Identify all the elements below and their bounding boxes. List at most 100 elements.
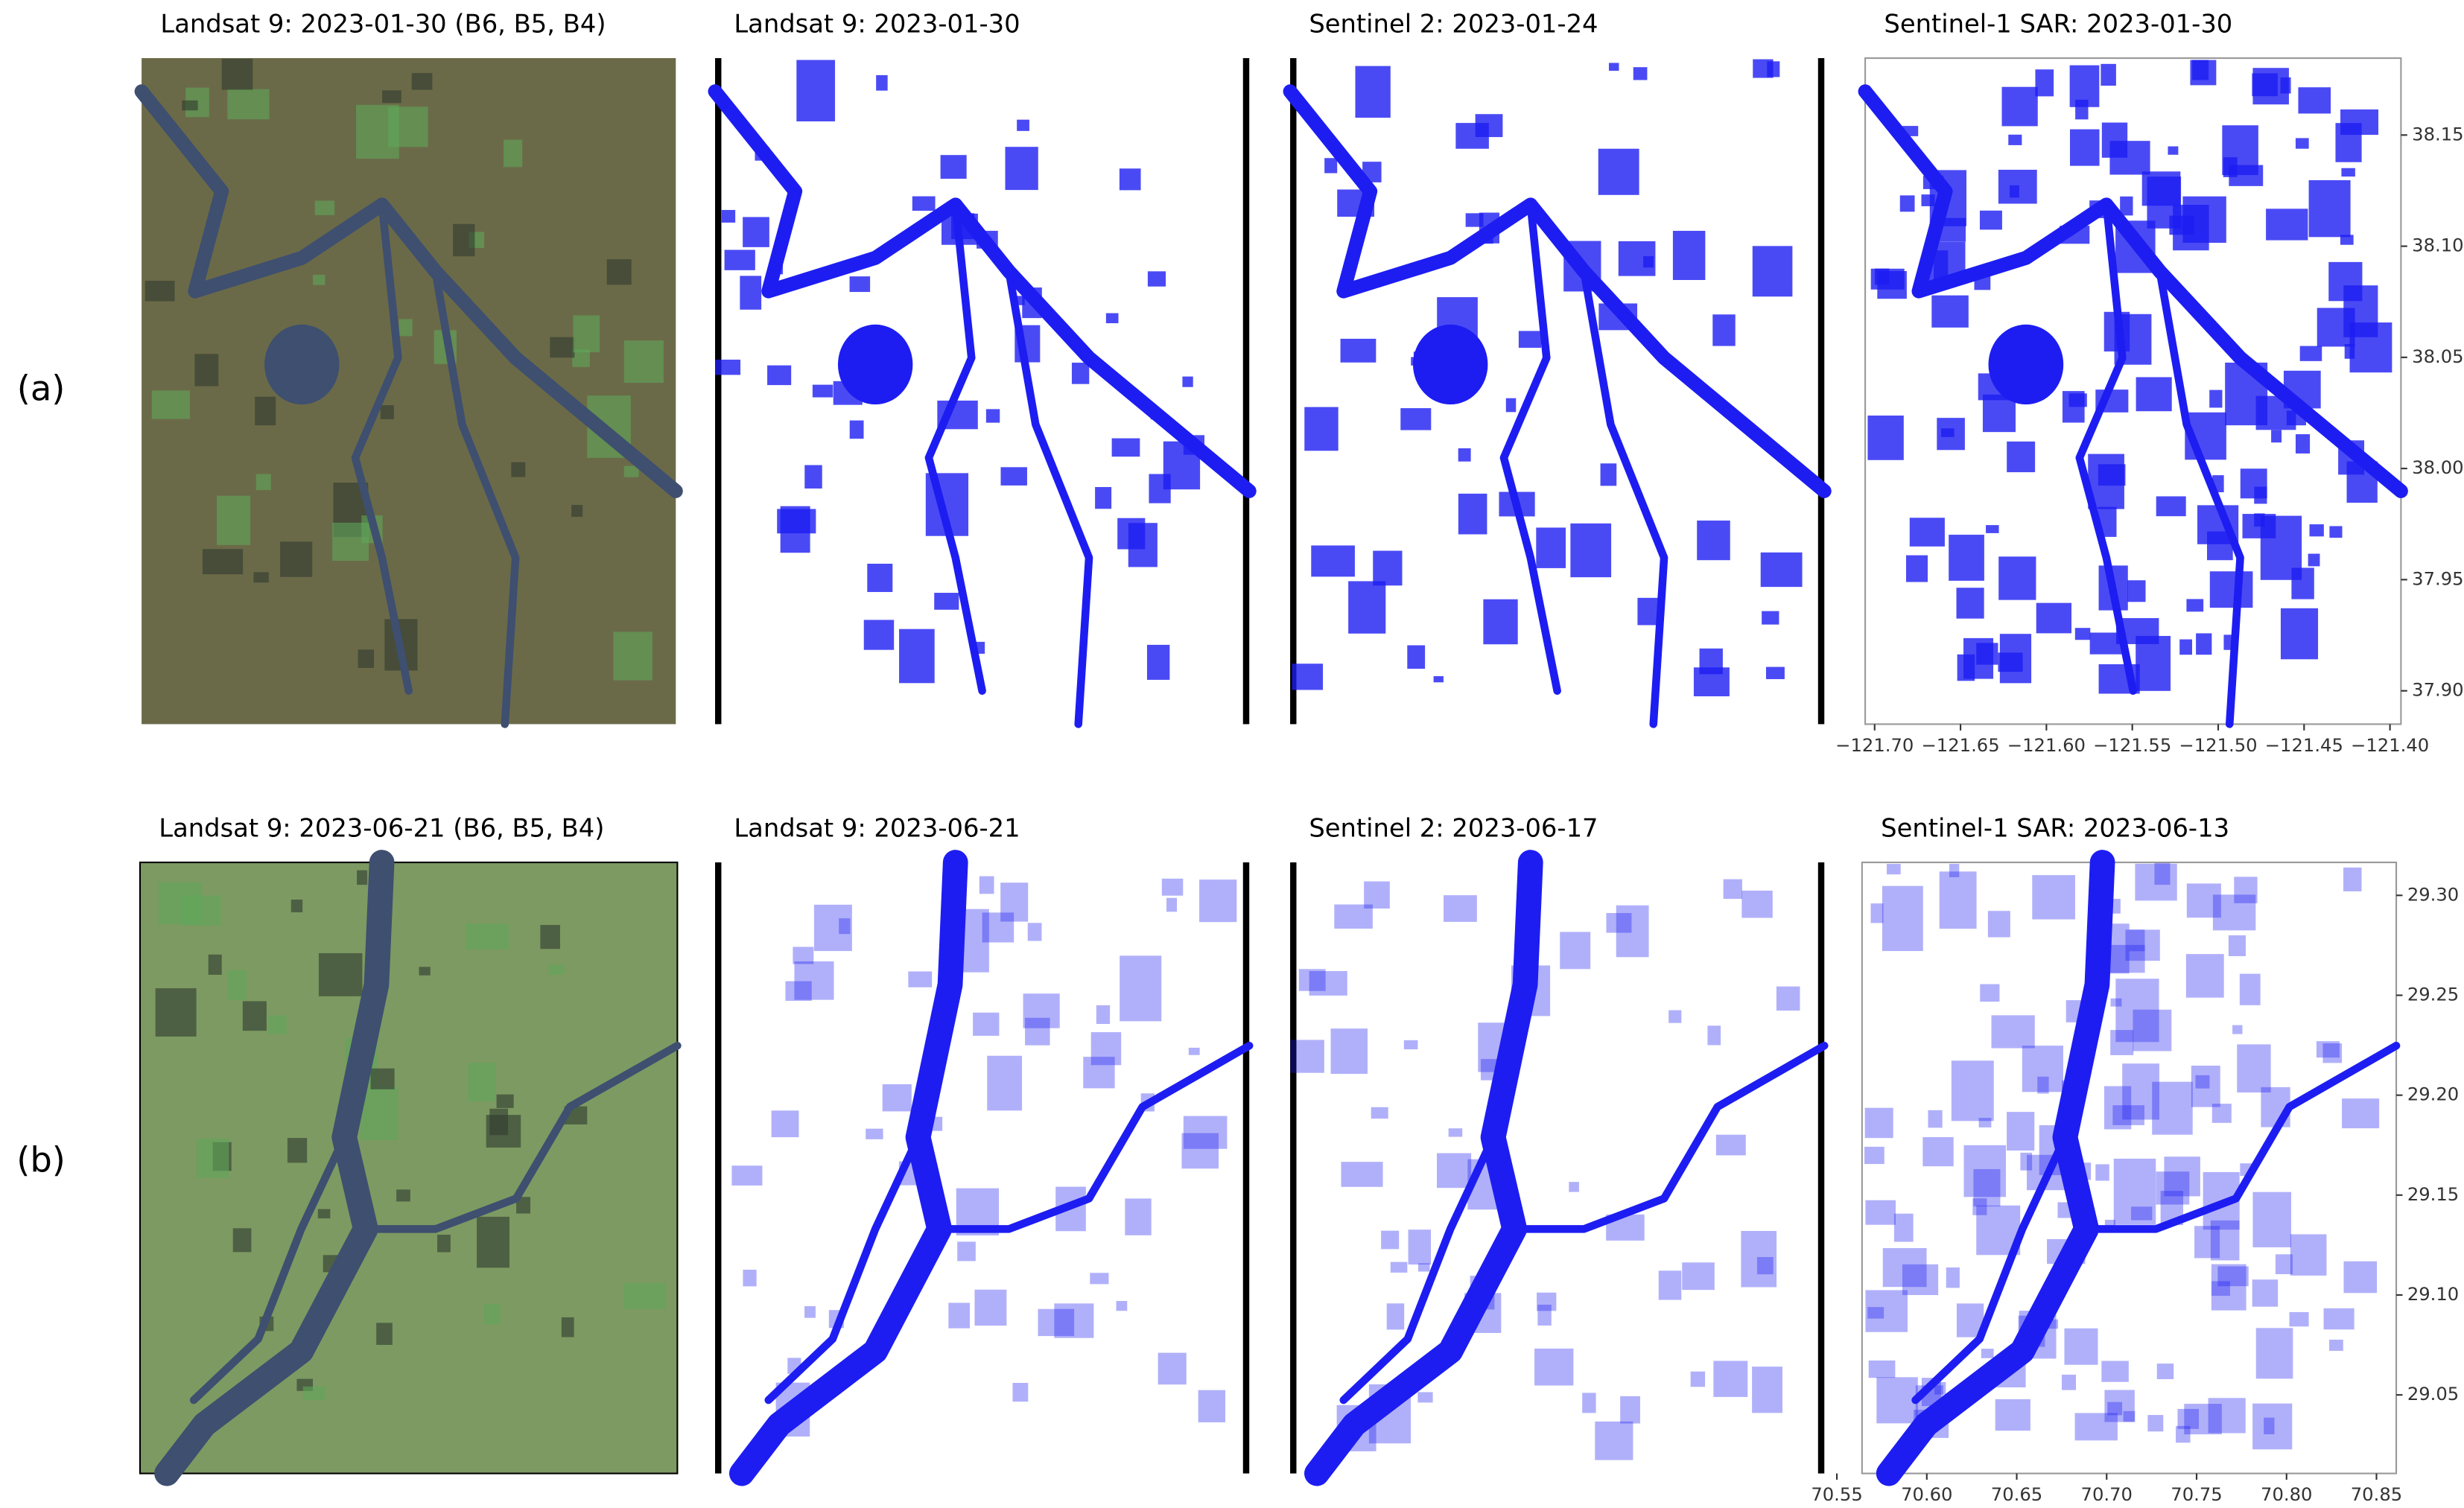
land-patch [1707,1025,1721,1046]
land-patch [1963,637,1994,679]
land-patch [1865,1200,1896,1225]
land-patch [1371,1107,1388,1119]
land-patch [2147,1415,2164,1432]
land-patch [1867,416,1904,460]
land-patch [813,904,852,952]
land-patch [2211,1281,2230,1297]
land-patch [1341,1162,1383,1187]
land-patch [1963,1145,2006,1197]
land-patch [1433,675,1444,683]
x-tick-label: −121.60 [2007,734,2086,756]
land-patch [477,1216,509,1268]
land-patch [2290,1234,2327,1276]
land-patch [2035,69,2054,97]
land-patch [1864,1107,1893,1139]
land-patch [1713,1361,1748,1397]
land-patch [740,276,762,310]
river [361,1041,682,1233]
land-patch [2209,389,2223,408]
land-patch [2254,513,2265,527]
land-patch [785,981,812,1001]
land-patch [1537,1304,1552,1326]
land-patch [302,1386,326,1401]
land-patch [2264,1417,2275,1434]
land-patch [2344,343,2355,359]
land-patch [912,196,936,211]
land-patch [314,200,335,215]
land-patch [1882,885,1923,952]
land-patch [908,971,933,987]
land-patch [987,1055,1023,1111]
land-patch [1981,1349,1994,1358]
land-patch [572,349,590,367]
land-patch [1373,550,1403,586]
land-patch [357,870,368,885]
land-patch [1111,438,1140,457]
land-patch [2271,430,2282,443]
land-patch [982,912,1015,943]
land-patch [2020,1152,2033,1171]
land-patch [2211,1264,2247,1311]
land-patch [290,900,303,913]
land-patch [355,104,399,159]
land-patch [194,354,219,386]
land-patch [1595,1421,1633,1460]
land-patch [280,541,313,577]
x-tick-label: −121.65 [1921,734,1999,756]
x-tick-label: 70.60 [1901,1483,1952,1505]
frame-edge [715,862,722,1474]
map-panel [1858,57,2408,728]
land-patch [1949,863,1960,877]
land-patch [1534,1348,1574,1386]
land-patch [573,315,600,353]
land-patch [1905,555,1928,582]
land-patch [2240,468,2267,499]
land-patch [1183,1116,1228,1149]
land-patch [1025,1017,1050,1046]
land-patch [1658,1270,1682,1300]
land-patch [1741,890,1773,918]
land-patch [2212,894,2256,931]
land-patch [255,474,271,491]
y-tick-label: 38.05 [2412,346,2463,367]
land-patch [1715,1134,1746,1156]
map-panel [708,58,1257,728]
land-patch [1874,268,1890,285]
x-tick-label: −121.45 [2265,734,2343,756]
land-patch [2154,862,2171,885]
land-patch [2295,434,2311,454]
map-panel [134,58,683,728]
land-patch [606,259,632,285]
land-patch [849,276,871,293]
land-patch [196,1138,229,1178]
x-tick-label: −121.50 [2179,734,2257,756]
land-patch [1290,1040,1324,1073]
map-panel [1290,850,1829,1486]
x-tick-label: −121.70 [1835,734,1914,756]
land-patch [1949,535,1984,581]
land-patch [1417,1392,1433,1403]
land-patch [1998,169,2037,204]
land-patch [1536,527,1566,568]
land-patch [1608,63,1619,71]
land-patch [2322,1043,2343,1063]
land-patch [867,563,893,592]
land-patch [2061,1374,2077,1390]
land-patch [1417,1263,1430,1272]
x-tick-label: −121.40 [2351,734,2429,756]
land-patch [623,340,664,384]
land-patch [1893,1213,1914,1242]
panel-title: Sentinel 2: 2023-06-17 [1309,813,1598,842]
land-patch [979,876,994,894]
land-patch [2208,1398,2246,1434]
x-tick-label: 70.65 [1991,1483,2042,1505]
land-patch [1741,1230,1777,1288]
x-tick-label: −121.55 [2093,734,2171,756]
y-tick-label: 37.90 [2412,679,2463,701]
land-patch [1864,1146,1884,1165]
land-patch [839,918,851,935]
land-patch [2001,86,2038,127]
land-patch [2168,146,2179,155]
land-patch [1986,525,1999,533]
